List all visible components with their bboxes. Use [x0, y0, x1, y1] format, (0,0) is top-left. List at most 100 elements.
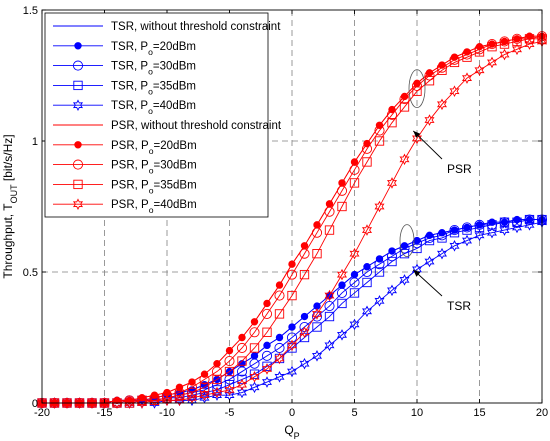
series-8-point-17 [249, 343, 260, 353]
series-8-point-31 [424, 76, 435, 86]
series-9-point-28 [386, 177, 398, 189]
series-9-point-39 [524, 38, 535, 50]
series-9-point-22 [311, 308, 323, 320]
series-9-point-2 [61, 397, 73, 409]
series-7-point-27 [374, 125, 385, 136]
series-2-point-28 [386, 251, 398, 262]
series-8-point-19 [274, 309, 285, 319]
legend-item-0: TSR, without threshold constraint [53, 21, 281, 33]
series-6-point-20 [288, 260, 296, 268]
series-1-point-24 [338, 281, 346, 289]
series-6-point-12 [188, 378, 196, 386]
series-7-point-26 [361, 143, 373, 154]
series-8-point-34 [462, 52, 472, 62]
series-6-point-11 [175, 383, 184, 391]
series-9-point-3 [74, 397, 85, 409]
series-3-point-31 [424, 235, 435, 246]
series-9-point-18 [261, 363, 273, 375]
x-tick-label-2: -10 [159, 407, 175, 419]
series-2-point-26 [361, 266, 373, 278]
series-4-point-20 [286, 365, 298, 378]
series-9-point-9 [149, 394, 160, 407]
legend-label-3: TSR, Po=35dBm [111, 80, 196, 96]
series-7-point-29 [399, 94, 410, 105]
series-3-point-35 [474, 222, 485, 233]
series-2-point-17 [249, 358, 260, 369]
series-3-point-25 [349, 288, 360, 298]
series-7-point-15 [224, 356, 235, 367]
series-9-point-10 [161, 394, 173, 407]
legend-label-1: TSR, Po=20dBm [111, 41, 196, 57]
series-7-point-16 [236, 342, 248, 354]
series-1-point-18 [263, 341, 271, 350]
legend: TSR, without threshold constraint TSR, Po… [44, 12, 282, 218]
series-9-point-19 [274, 352, 285, 365]
series-7-point-21 [299, 248, 310, 259]
series-9-point-26 [361, 224, 373, 236]
series-4-point-21 [299, 357, 310, 370]
series-4-point-19 [274, 371, 285, 383]
series-8-point-30 [412, 86, 422, 96]
legend-item-7: PSR, Po=30dBm [53, 159, 197, 176]
series-6-point-21 [300, 242, 309, 250]
legend-label-2: TSR, Po=30dBm [111, 61, 196, 77]
series-6-point-18 [263, 299, 271, 308]
series-9-point-38 [511, 43, 523, 56]
series-4-point-18 [261, 376, 273, 388]
series-3-point-28 [387, 256, 397, 267]
series-1-point-28 [388, 247, 396, 255]
series-8-point-14 [212, 374, 222, 385]
series-3-point-16 [237, 374, 247, 385]
series-2-point-24 [336, 287, 348, 299]
series-9-point-21 [299, 326, 310, 339]
annotations: PSR TSR [399, 69, 472, 313]
series-2-point-15 [224, 374, 235, 385]
legend-item-6: PSR, Po=20dBm [53, 140, 197, 156]
series-9-point-6 [111, 397, 123, 409]
series-4-point-35 [474, 229, 485, 242]
annotation-arrowhead-1 [413, 269, 421, 277]
series-7-point-18 [261, 308, 273, 319]
series-4-point-32 [436, 247, 448, 260]
series-4-point-31 [424, 255, 435, 268]
annotation-label-1: TSR [447, 299, 471, 313]
series-3-point-37 [499, 217, 510, 227]
series-3-point-29 [399, 249, 410, 259]
legend-item-2: TSR, Po=30dBm [53, 60, 196, 77]
legend-marker-4 [72, 99, 84, 111]
group-ellipse-1 [399, 224, 415, 258]
series-4-point-22 [311, 350, 323, 362]
series-8-point-22 [312, 249, 322, 259]
series-6-point-28 [388, 105, 396, 114]
series-7-point-22 [311, 227, 323, 238]
x-tick-label-3: -5 [225, 407, 235, 419]
series-8-point-38 [512, 36, 522, 47]
series-1-point-21 [300, 312, 309, 321]
series-4-point-12 [186, 394, 198, 407]
series-8-point-16 [237, 356, 247, 366]
series-4-point-37 [499, 224, 510, 236]
legend-marker-9 [72, 198, 84, 210]
series-4-point-28 [386, 284, 398, 297]
series-6-point-14 [213, 360, 221, 368]
series-4-point-16 [236, 386, 248, 399]
series-1-point-27 [375, 255, 384, 263]
legend-label-7: PSR, Po=30dBm [111, 160, 197, 176]
series-3-point-21 [299, 332, 310, 343]
series-2-point-29 [399, 243, 410, 254]
series-8-point-35 [474, 47, 485, 57]
legend-marker-3 [73, 80, 83, 91]
series-9-point-30 [411, 132, 423, 145]
y-axis-label: Throughput, TOUT [bit/s/Hz] [1, 134, 19, 278]
series-1-point-20 [288, 323, 296, 331]
series-1-point-17 [250, 352, 259, 360]
series-3-point-15 [224, 380, 235, 390]
series-4-point-29 [399, 274, 410, 286]
series-8-point-36 [487, 42, 497, 52]
series-9-point-17 [249, 371, 260, 383]
series-8-point-37 [499, 39, 510, 49]
series-3-point-27 [374, 267, 385, 277]
series-8-point-25 [349, 178, 360, 188]
series-3-point-24 [337, 298, 347, 309]
